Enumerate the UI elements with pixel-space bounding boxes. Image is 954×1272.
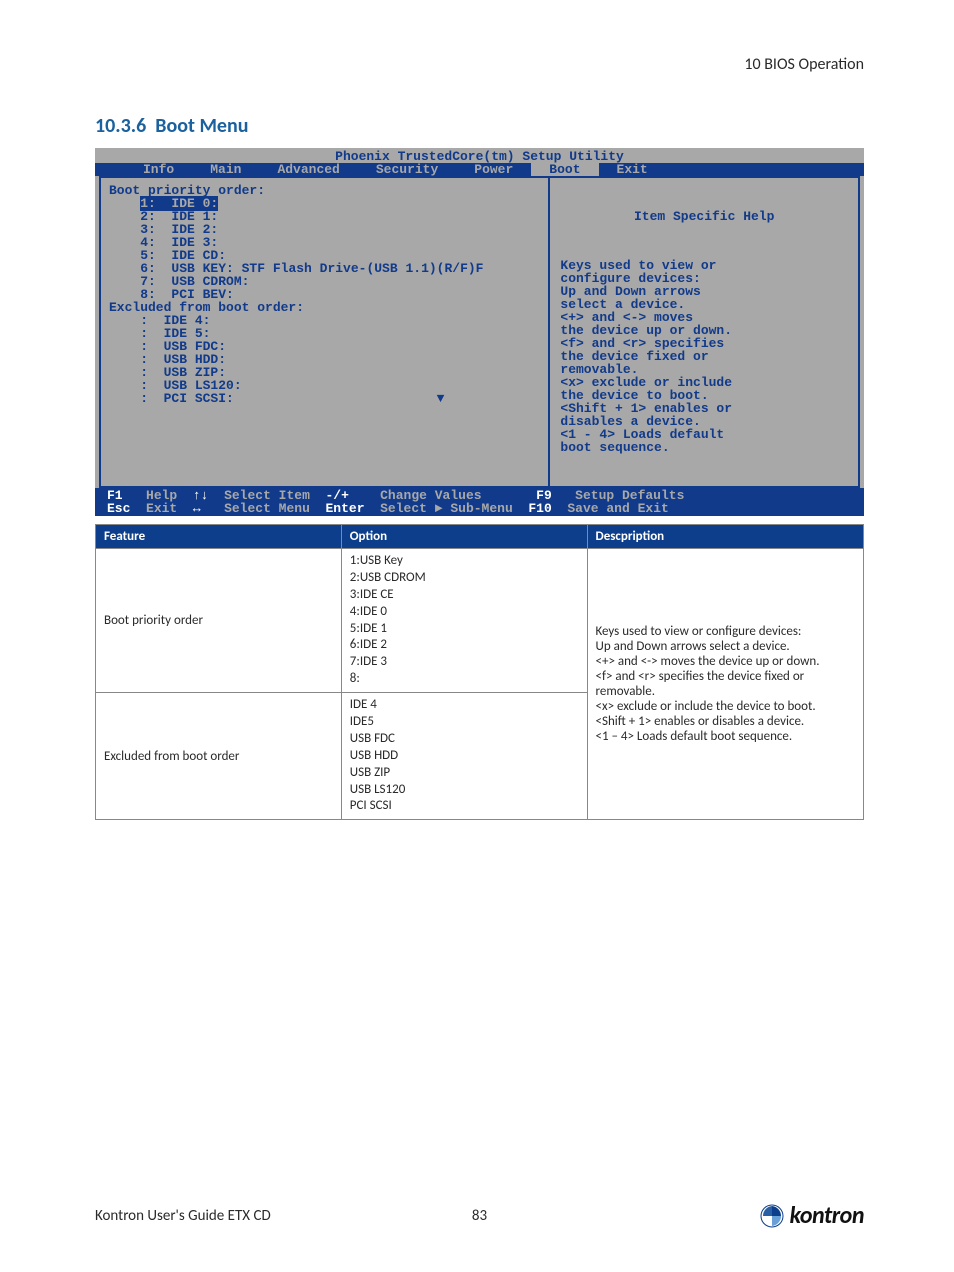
opt: 2:USB CDROM bbox=[350, 570, 579, 587]
feature-excluded: Excluded from boot order bbox=[96, 693, 342, 820]
bios-help-pane: Item Specific Help Keys used to view or … bbox=[550, 178, 858, 486]
section-number: 10.3.6 bbox=[95, 114, 146, 138]
opt: USB HDD bbox=[350, 748, 579, 765]
opt: PCI SCSI bbox=[350, 798, 579, 815]
footer-page-number: 83 bbox=[472, 1207, 487, 1225]
bios-tab-main[interactable]: Main bbox=[192, 163, 259, 176]
col-feature: Feature bbox=[96, 525, 342, 549]
logo-text: kontron bbox=[789, 1201, 864, 1230]
bios-tab-info[interactable]: Info bbox=[125, 163, 192, 176]
key-f10: F10 bbox=[528, 501, 551, 516]
help-title: Item Specific Help bbox=[560, 210, 848, 223]
bios-tab-boot[interactable]: Boot bbox=[531, 163, 598, 176]
option-boot-priority: 1:USB Key 2:USB CDROM 3:IDE CE 4:IDE 0 5… bbox=[341, 549, 587, 693]
bios-tab-security[interactable]: Security bbox=[358, 163, 456, 176]
col-option: Option bbox=[341, 525, 587, 549]
key-enter: Enter bbox=[326, 501, 365, 516]
lbl-exit: Exit bbox=[146, 501, 177, 516]
opt: IDE 4 bbox=[350, 697, 579, 714]
feature-boot-priority: Boot priority order bbox=[96, 549, 342, 693]
bios-tab-exit[interactable]: Exit bbox=[599, 163, 666, 176]
bios-utility-title: Phoenix TrustedCore(tm) Setup Utility bbox=[95, 148, 864, 163]
kontron-logo: kontron bbox=[759, 1201, 864, 1230]
option-excluded: IDE 4 IDE5 USB FDC USB HDD USB ZIP USB L… bbox=[341, 693, 587, 820]
opt: 3:IDE CE bbox=[350, 587, 579, 604]
lbl-select-submenu: Select ► Sub-Menu bbox=[380, 501, 513, 516]
table-row: Boot priority order 1:USB Key 2:USB CDRO… bbox=[96, 549, 864, 693]
opt: 4:IDE 0 bbox=[350, 604, 579, 621]
key-leftright: ↔ bbox=[193, 501, 201, 516]
opt: 7:IDE 3 bbox=[350, 654, 579, 671]
excluded-item-7[interactable]: : PCI SCSI: bbox=[140, 391, 234, 406]
opt: USB FDC bbox=[350, 731, 579, 748]
logo-icon bbox=[759, 1203, 785, 1229]
help-body: Keys used to view or configure devices: … bbox=[560, 259, 848, 454]
key-esc: Esc bbox=[107, 501, 130, 516]
page-footer: Kontron User's Guide ETX CD 83 kontron bbox=[95, 1201, 864, 1230]
section-name: Boot Menu bbox=[155, 114, 248, 138]
opt: 6:IDE 2 bbox=[350, 637, 579, 654]
lbl-select-menu: Select Menu bbox=[224, 501, 310, 516]
chapter-header: 10 BIOS Operation bbox=[95, 55, 864, 74]
feature-table: Feature Option Descpription Boot priorit… bbox=[95, 524, 864, 820]
bios-left-pane: Boot priority order: 1: IDE 0: 2: IDE 1:… bbox=[101, 178, 550, 486]
footer-guide: Kontron User's Guide ETX CD bbox=[95, 1207, 271, 1225]
description-cell: Keys used to view or configure devices: … bbox=[587, 549, 864, 820]
section-title: 10.3.6 Boot Menu bbox=[95, 114, 864, 138]
bios-tab-bar: Info Main Advanced Security Power Boot E… bbox=[95, 163, 864, 176]
lbl-save-exit: Save and Exit bbox=[567, 501, 668, 516]
col-description: Descpription bbox=[587, 525, 864, 549]
opt: 1:USB Key bbox=[350, 553, 579, 570]
opt: 8: bbox=[350, 671, 579, 688]
bios-keybar: F1 Help ↑↓ Select Item -/+ Change Values… bbox=[95, 488, 864, 516]
opt: USB ZIP bbox=[350, 765, 579, 782]
opt: USB LS120 bbox=[350, 782, 579, 799]
bios-panel: Phoenix TrustedCore(tm) Setup Utility In… bbox=[95, 148, 864, 516]
opt: IDE5 bbox=[350, 714, 579, 731]
bios-tab-power[interactable]: Power bbox=[456, 163, 531, 176]
opt: 5:IDE 1 bbox=[350, 621, 579, 638]
bios-tab-advanced[interactable]: Advanced bbox=[259, 163, 357, 176]
